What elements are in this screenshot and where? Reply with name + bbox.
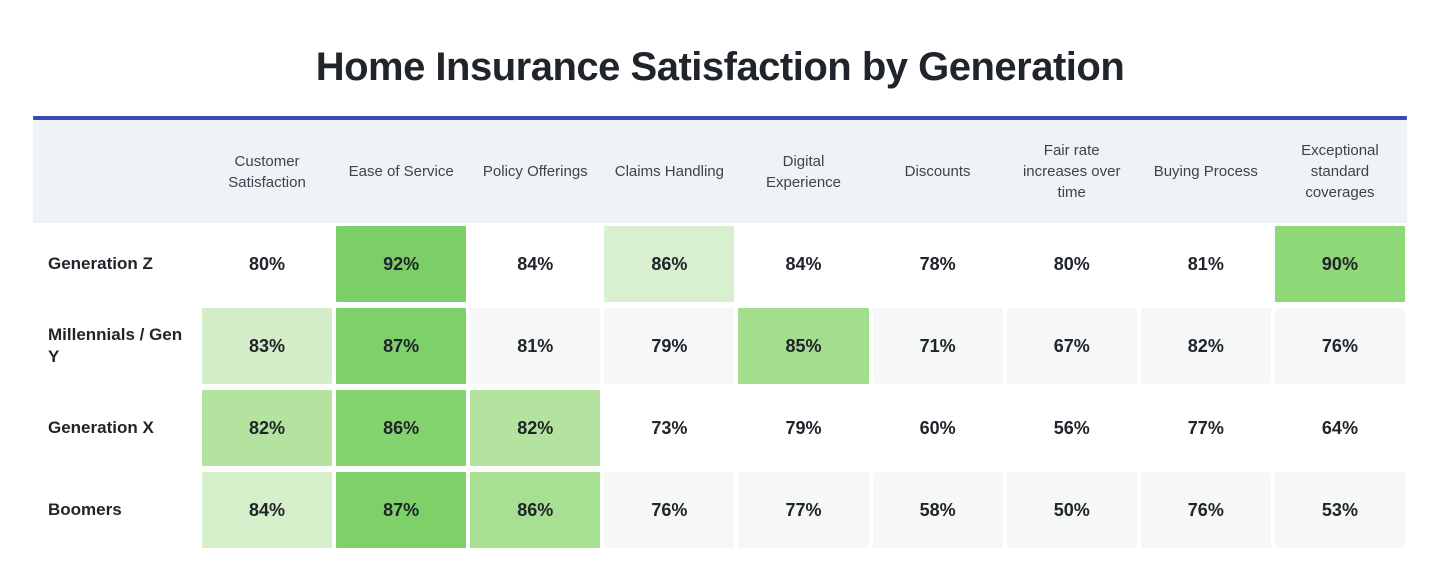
row-label: Boomers (48, 499, 122, 519)
heatmap-cell-value: 84% (517, 253, 554, 274)
heatmap-cell: 83% (200, 305, 334, 387)
column-header: Customer Satisfaction (228, 152, 306, 191)
heatmap-cell-value: 71% (872, 308, 1003, 384)
heatmap-cell-value: 90% (1274, 226, 1405, 302)
heatmap-cell-value: 58% (872, 472, 1003, 548)
heatmap-cell-value: 82% (470, 390, 601, 466)
heatmap-cell-value: 50% (1006, 472, 1137, 548)
heatmap-cell: 82% (1139, 305, 1273, 387)
row-label: Generation Z (48, 253, 153, 273)
heatmap-cell: 58% (871, 469, 1005, 551)
heatmap-cell: 60% (871, 387, 1005, 469)
heatmap-cell: 86% (468, 469, 602, 551)
heatmap-cell: 71% (871, 305, 1005, 387)
table-row: Generation Z 80% 92% 84% 86% 84% 78% 80% 81% 90% (33, 223, 1407, 305)
heatmap-cell: 87% (334, 469, 468, 551)
heatmap-cell: 90% (1273, 223, 1407, 305)
heatmap-cell: 67% (1005, 305, 1139, 387)
page-title: Home Insurance Satisfaction by Generatio… (315, 45, 1125, 89)
corner-spacer (33, 120, 200, 223)
column-header: Fair rate increases over time (1022, 142, 1121, 201)
heatmap-cell-value: 76% (1274, 308, 1405, 384)
heatmap-cell-value: 87% (336, 308, 467, 384)
heatmap-cell-value: 60% (919, 417, 956, 438)
heatmap-cell: 79% (736, 387, 870, 469)
column-header: Claims Handling (614, 163, 724, 180)
heatmap-cell-value: 92% (336, 226, 467, 302)
accent-divider (33, 116, 1407, 120)
heatmap-cell-value: 80% (1053, 253, 1090, 274)
heatmap-cell-value: 82% (202, 390, 333, 466)
heatmap-cell: 84% (200, 469, 334, 551)
heatmap-cell-value: 84% (202, 472, 333, 548)
heatmap-cell: 86% (602, 223, 736, 305)
column-header: Exceptional standard coverages (1301, 142, 1379, 201)
table-row: Generation X 82% 86% 82% 73% 79% 60% 56% 77% 64% (33, 387, 1407, 469)
row-label: Generation X (48, 417, 154, 437)
heatmap-cell: 76% (602, 469, 736, 551)
heatmap-cell-value: 77% (1187, 417, 1224, 438)
heatmap-cell-value: 86% (336, 390, 467, 466)
heatmap-header-row: Customer Satisfaction Ease of Service Poli… (33, 120, 1407, 223)
heatmap-cell-value: 76% (604, 472, 735, 548)
table-row: Boomers 84% 87% 86% 76% 77% 58% 50% 76% 53% (33, 469, 1407, 551)
heatmap-cell-value: 76% (1140, 472, 1271, 548)
heatmap-cell-value: 80% (249, 253, 286, 274)
heatmap-cell-value: 56% (1053, 417, 1090, 438)
heatmap-cell-value: 86% (604, 226, 735, 302)
heatmap-cell-value: 81% (470, 308, 601, 384)
heatmap-cell: 50% (1005, 469, 1139, 551)
column-header: Discounts (904, 163, 971, 180)
heatmap-cell: 77% (1139, 387, 1273, 469)
heatmap-cell: 78% (871, 223, 1005, 305)
heatmap-cell: 86% (334, 387, 468, 469)
heatmap-cell-value: 79% (604, 308, 735, 384)
heatmap-cell: 84% (736, 223, 870, 305)
heatmap-cell-value: 78% (919, 253, 956, 274)
row-label: Millennials / Gen Y (48, 324, 183, 366)
heatmap-cell-value: 79% (785, 417, 822, 438)
heatmap-cell: 81% (1139, 223, 1273, 305)
heatmap-cell: 85% (736, 305, 870, 387)
heatmap-cell-value: 83% (202, 308, 333, 384)
heatmap-cell: 81% (468, 305, 602, 387)
heatmap-cell: 87% (334, 305, 468, 387)
heatmap-cell: 80% (200, 223, 334, 305)
heatmap-cell: 76% (1139, 469, 1273, 551)
heatmap-cell-value: 81% (1187, 253, 1224, 274)
heatmap-cell: 82% (468, 387, 602, 469)
satisfaction-heatmap: Customer Satisfaction Ease of Service Poli… (33, 116, 1407, 551)
heatmap-cell: 84% (468, 223, 602, 305)
heatmap-cell: 80% (1005, 223, 1139, 305)
heatmap-cell-value: 73% (651, 417, 688, 438)
column-header: Digital Experience (765, 152, 842, 191)
table-row: Millennials / Gen Y 83% 87% 81% 79% 85% 71% 67%… (33, 305, 1407, 387)
heatmap-cell: 76% (1273, 305, 1407, 387)
heatmap-cell: 73% (602, 387, 736, 469)
heatmap-cell-value: 67% (1006, 308, 1137, 384)
heatmap-cell-value: 64% (1321, 417, 1358, 438)
heatmap-cell-value: 84% (785, 253, 822, 274)
heatmap-cell: 53% (1273, 469, 1407, 551)
heatmap-cell: 79% (602, 305, 736, 387)
heatmap-cell-value: 85% (738, 308, 869, 384)
heatmap-cell: 77% (736, 469, 870, 551)
heatmap-cell-value: 86% (470, 472, 601, 548)
column-header: Policy Offerings (482, 163, 588, 180)
heatmap-cell-value: 82% (1140, 308, 1271, 384)
column-header: Ease of Service (348, 163, 454, 180)
heatmap-cell: 92% (334, 223, 468, 305)
heatmap-cell: 82% (200, 387, 334, 469)
heatmap-cell: 56% (1005, 387, 1139, 469)
heatmap-body: Generation Z 80% 92% 84% 86% 84% 78% 80% 81% 90% M… (33, 223, 1407, 551)
heatmap-cell-value: 53% (1274, 472, 1405, 548)
heatmap-cell-value: 77% (738, 472, 869, 548)
column-header: Buying Process (1153, 163, 1258, 180)
heatmap-cell-value: 87% (336, 472, 467, 548)
heatmap-cell: 64% (1273, 387, 1407, 469)
